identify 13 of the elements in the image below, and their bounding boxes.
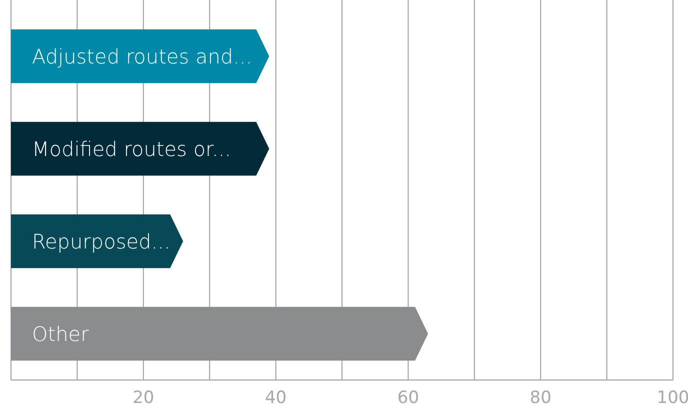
y-tick-label: Adjusted routes and...	[32, 44, 252, 68]
y-tick-label: Repurposed...	[32, 229, 170, 254]
bar	[11, 306, 428, 361]
bar	[11, 29, 270, 84]
y-tick-label: Other	[32, 322, 90, 346]
x-tick-label: 20	[132, 388, 154, 408]
x-tick-label: 80	[530, 388, 552, 408]
bar	[11, 214, 184, 268]
y-tick-label: Modified routes or...	[32, 136, 232, 161]
x-tick-label: 60	[397, 388, 420, 408]
x-tick-label: 40	[264, 388, 287, 408]
x-tick-label: 100	[656, 388, 688, 408]
bar	[11, 122, 270, 176]
